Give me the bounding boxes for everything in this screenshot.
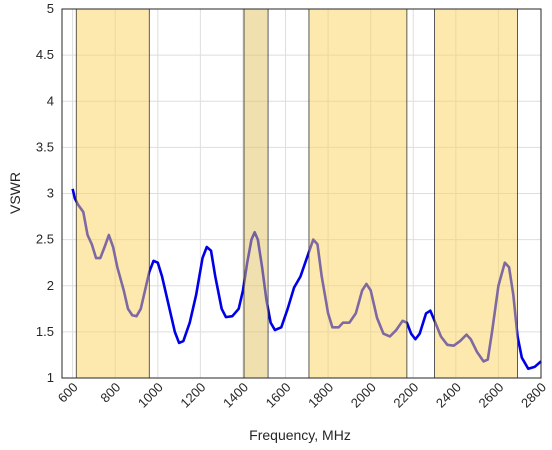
y-tick-label: 4: [47, 93, 54, 108]
x-tick-label: 2200: [390, 380, 421, 411]
y-tick-label: 1: [47, 370, 54, 385]
y-tick-label: 3.5: [36, 139, 54, 154]
y-tick-label: 4.5: [36, 47, 54, 62]
x-tick-label: 2000: [348, 380, 379, 411]
y-tick-label: 2.5: [36, 232, 54, 247]
x-tick-label: 1000: [135, 380, 166, 411]
y-axis-label: VSWR: [7, 172, 23, 214]
x-tick-label: 2400: [433, 380, 464, 411]
y-tick-label: 2: [47, 278, 54, 293]
y-tick-label: 1.5: [36, 324, 54, 339]
x-tick-label: 2600: [475, 380, 506, 411]
x-tick-label: 800: [97, 380, 123, 406]
frequency-band: [434, 8, 518, 379]
x-tick-label: 1600: [263, 380, 294, 411]
frequency-band: [243, 8, 269, 379]
x-tick-label: 1400: [220, 380, 251, 411]
x-tick-label: 1200: [177, 380, 208, 411]
plot-frame: [61, 8, 542, 379]
x-axis-label: Frequency, MHz: [249, 427, 351, 443]
x-tick-label: 600: [55, 380, 81, 406]
x-tick-label: 2800: [518, 380, 549, 411]
y-tick-label: 5: [47, 1, 54, 16]
frequency-band: [308, 8, 408, 379]
y-tick-label: 3: [47, 186, 54, 201]
x-tick-label: 1800: [305, 380, 336, 411]
frequency-band: [75, 8, 150, 379]
